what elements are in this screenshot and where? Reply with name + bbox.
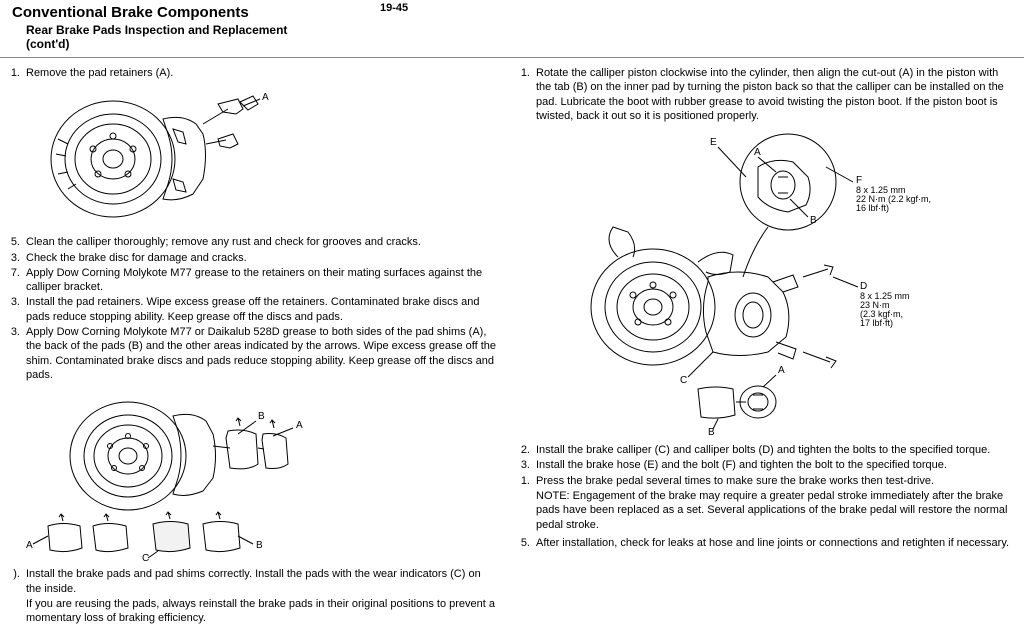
step-number: 5.: [8, 235, 26, 249]
step-number: 1.: [8, 66, 26, 80]
page-header: 19-45 Conventional Brake Components Rear…: [0, 0, 1024, 51]
subtitle: Rear Brake Pads Inspection and Replaceme…: [26, 23, 1024, 37]
step-number: 3.: [8, 325, 26, 382]
step-item: 1. Press the brake pedal several times t…: [518, 474, 1016, 488]
step-item: ). Install the brake pads and pad shims …: [8, 567, 498, 596]
figure-pads-shims: A B A B C: [8, 386, 498, 561]
step-text: Install the brake calliper (C) and calli…: [536, 443, 1016, 457]
step-item: 1. Remove the pad retainers (A).: [8, 66, 498, 80]
torque-f-lbf: 16 lbf·ft): [856, 203, 889, 213]
step-item: 7. Apply Dow Corning Molykote M77 grease…: [8, 266, 498, 295]
label-a: A: [26, 540, 33, 551]
step-text: Apply Dow Corning Molykote M77 grease to…: [26, 266, 498, 295]
step-item: 5. After installation, check for leaks a…: [518, 536, 1016, 550]
left-column: 1. Remove the pad retainers (A).: [8, 66, 498, 625]
footer-note: If you are reusing the pads, always rein…: [26, 597, 498, 625]
label-c: C: [680, 375, 687, 386]
step-number: 3.: [8, 295, 26, 324]
step-item: 3. Install the pad retainers. Wipe exces…: [8, 295, 498, 324]
torque-d-lbf: 17 lbf·ft): [860, 318, 893, 328]
step-text: Clean the calliper thoroughly; remove an…: [26, 235, 498, 249]
step-item: 3. Apply Dow Corning Molykote M77 or Dai…: [8, 325, 498, 382]
label-a: A: [296, 420, 303, 431]
step-item: 1. Rotate the calliper piston clockwise …: [518, 66, 1016, 123]
label-b: B: [810, 215, 817, 226]
step-text: Apply Dow Corning Molykote M77 or Daikal…: [26, 325, 498, 382]
step-number: ).: [8, 567, 26, 596]
note-text: NOTE: Engagement of the brake may requir…: [536, 489, 1016, 532]
label-a: A: [754, 147, 761, 158]
continued-label: (cont'd): [26, 37, 1024, 51]
step-text: Check the brake disc for damage and crac…: [26, 251, 498, 265]
step-number: 1.: [518, 66, 536, 123]
step-item: 3. Install the brake hose (E) and the bo…: [518, 458, 1016, 472]
label-a: A: [262, 92, 269, 103]
content-columns: 1. Remove the pad retainers (A).: [0, 66, 1024, 625]
step-number: 1.: [518, 474, 536, 488]
label-b: B: [708, 427, 715, 437]
step-number: 5.: [518, 536, 536, 550]
label-a: A: [778, 365, 785, 376]
label-b: B: [258, 411, 265, 422]
label-c: C: [142, 553, 149, 561]
step-text: Install the pad retainers. Wipe excess g…: [26, 295, 498, 324]
header-divider: [0, 57, 1024, 58]
step-number: 2.: [518, 443, 536, 457]
page-number: 19-45: [380, 2, 408, 14]
right-column: 1. Rotate the calliper piston clockwise …: [518, 66, 1016, 625]
step-text: Remove the pad retainers (A).: [26, 66, 498, 80]
figure-rotor-retainers: A: [8, 84, 498, 229]
step-text: Rotate the calliper piston clockwise int…: [536, 66, 1016, 123]
step-text: Press the brake pedal several times to m…: [536, 474, 1016, 488]
step-number: 3.: [8, 251, 26, 265]
step-text: Install the brake pads and pad shims cor…: [26, 567, 498, 596]
step-text: After installation, check for leaks at h…: [536, 536, 1016, 550]
step-item: 5. Clean the calliper thoroughly; remove…: [8, 235, 498, 249]
main-title: Conventional Brake Components: [12, 4, 1024, 21]
step-number: 7.: [8, 266, 26, 295]
label-e: E: [710, 137, 717, 148]
step-text: Install the brake hose (E) and the bolt …: [536, 458, 1016, 472]
step-number: 3.: [518, 458, 536, 472]
label-b: B: [256, 540, 263, 551]
step-item: 3. Check the brake disc for damage and c…: [8, 251, 498, 265]
figure-caliper-assembly: E A B C B A F 8 x 1.25 mm 22 N·m (2.2 kg…: [558, 127, 1016, 437]
step-item: 2. Install the brake calliper (C) and ca…: [518, 443, 1016, 457]
